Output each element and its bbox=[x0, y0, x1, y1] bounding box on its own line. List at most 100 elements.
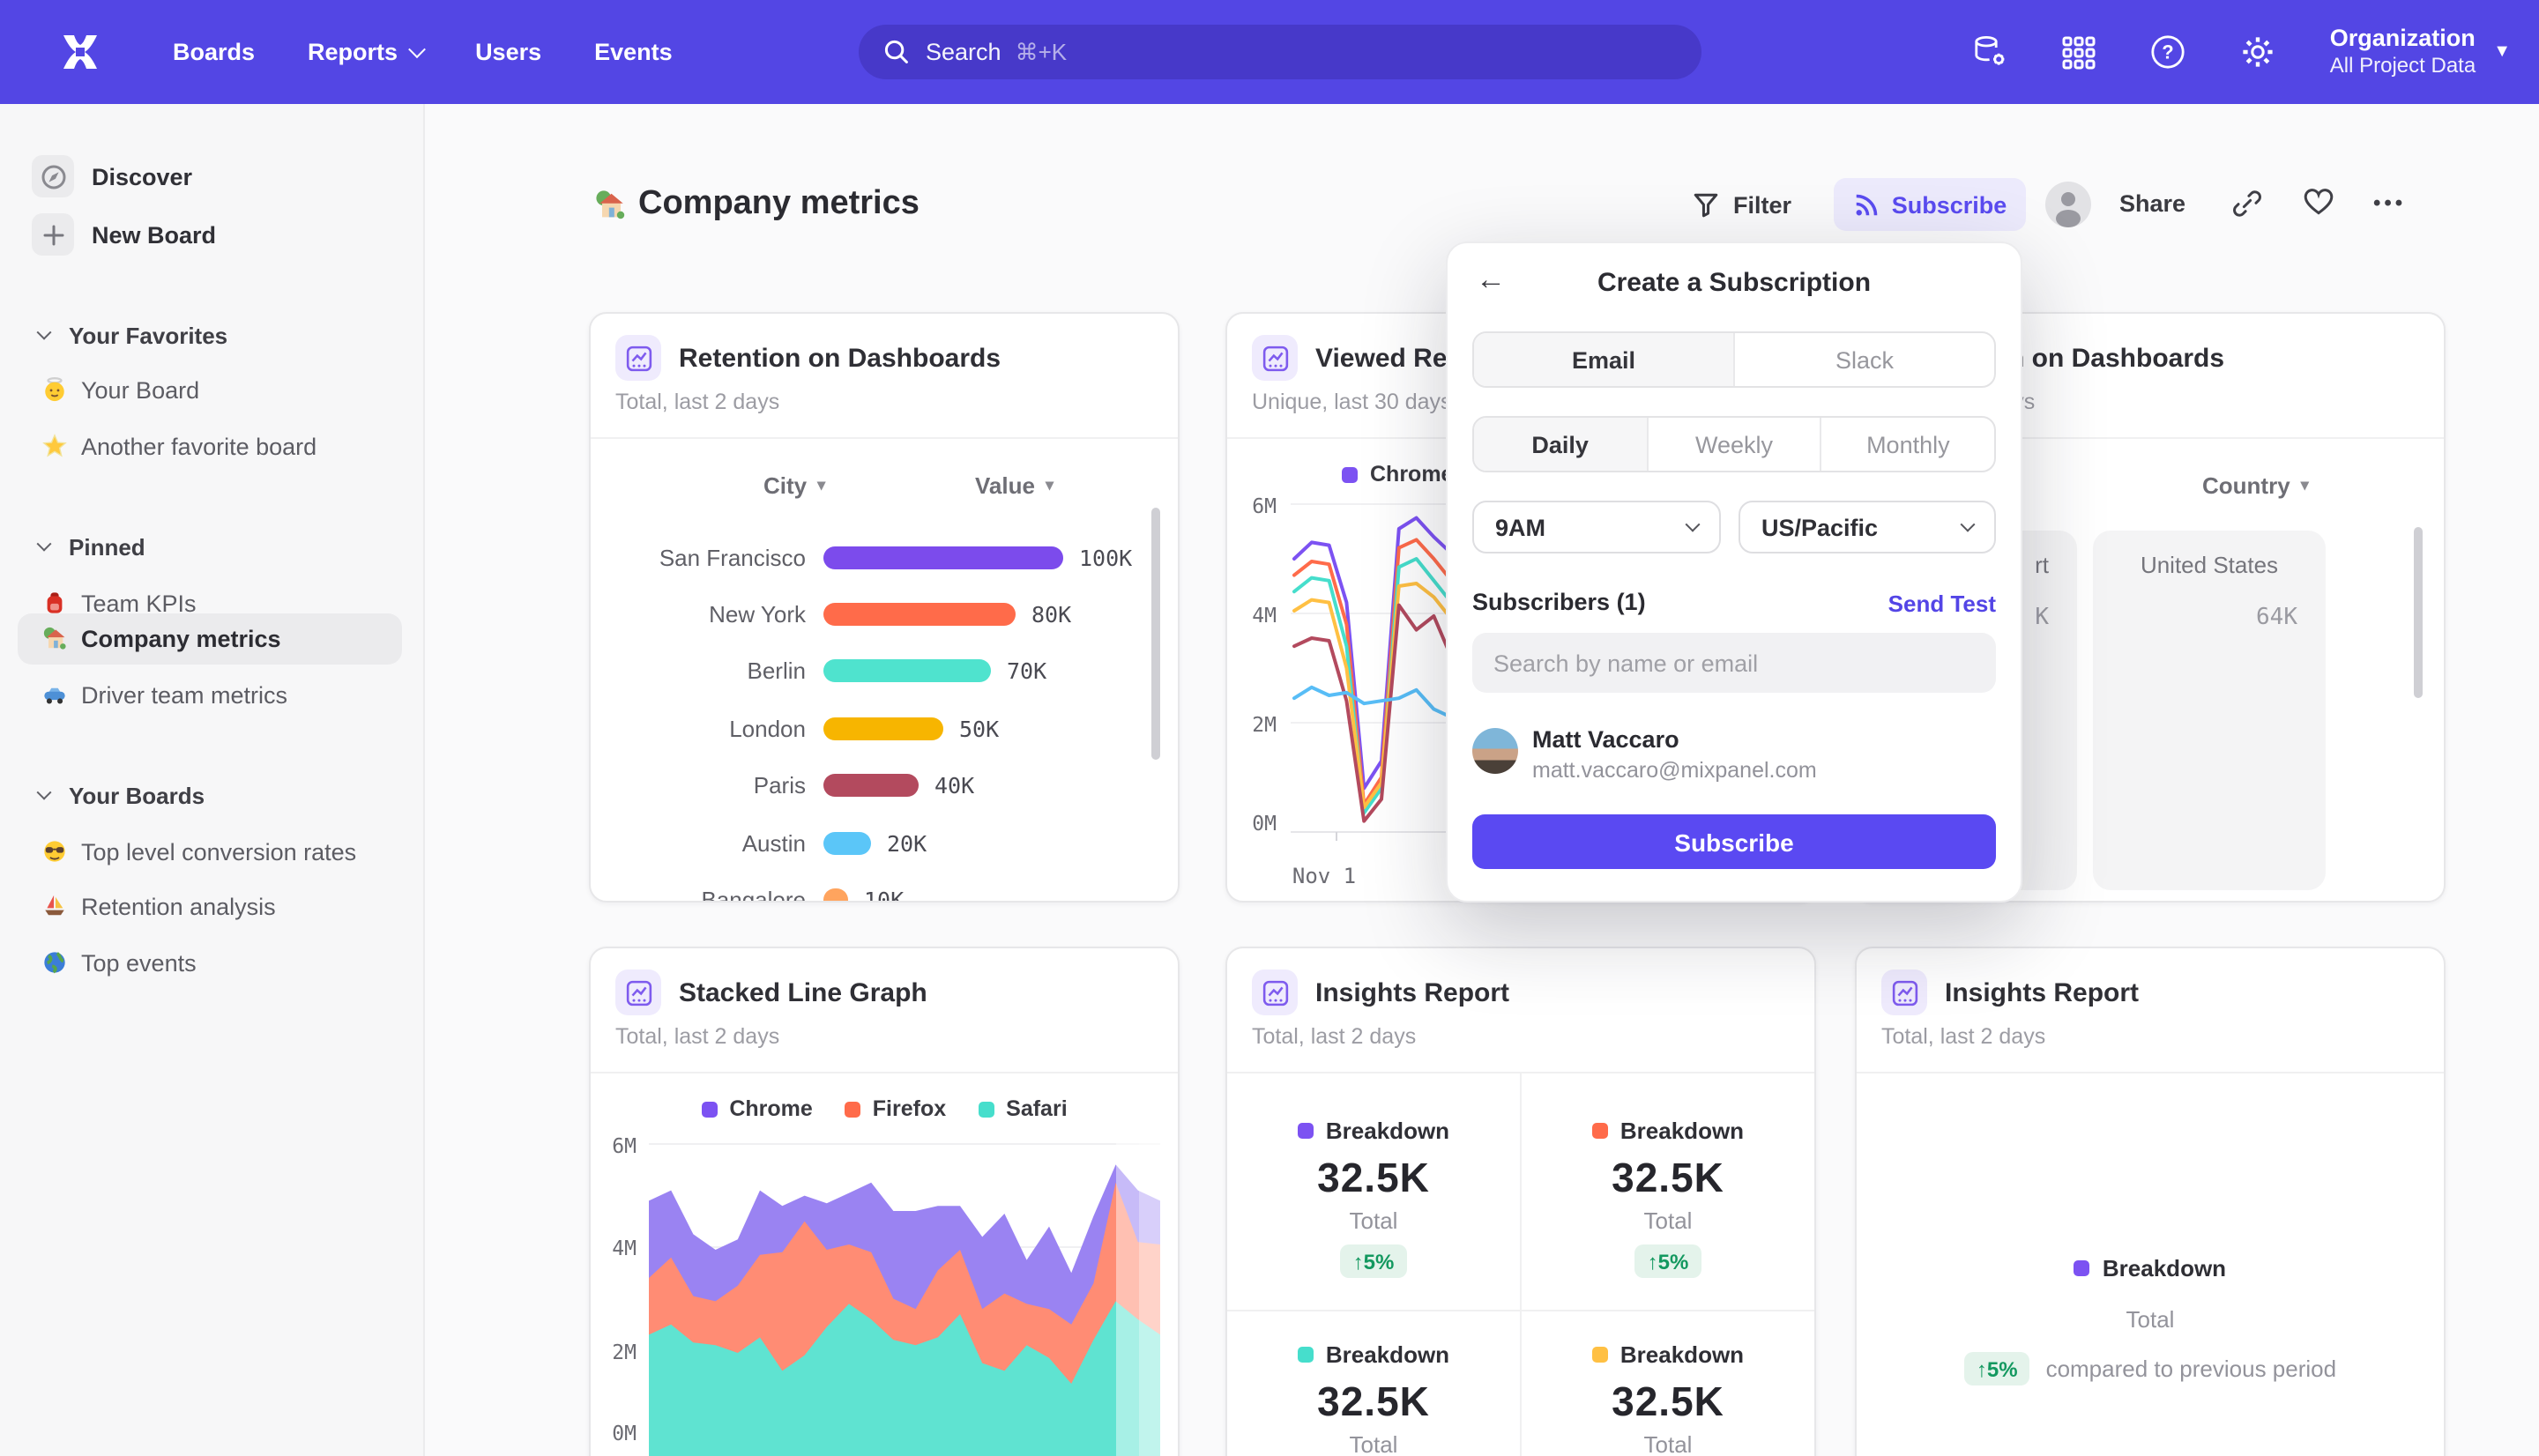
mixpanel-logo-icon[interactable] bbox=[56, 28, 104, 76]
timezone-select[interactable]: US/Pacific bbox=[1739, 501, 1996, 553]
search-icon bbox=[884, 40, 908, 63]
breakdown-box-united-states[interactable]: United States 64K bbox=[2093, 531, 2326, 890]
back-arrow-icon[interactable]: ← bbox=[1476, 263, 1506, 296]
nav-item-boards[interactable]: Boards bbox=[173, 39, 256, 65]
legend-swatch bbox=[978, 1101, 994, 1117]
legend-chrome[interactable]: Chrome bbox=[701, 1096, 813, 1121]
metric-label: Total bbox=[1643, 1207, 1693, 1234]
legend-chrome[interactable]: Chrome bbox=[1342, 462, 1453, 487]
nav-item-users[interactable]: Users bbox=[475, 39, 542, 65]
subscriber-name: Matt Vaccaro bbox=[1532, 726, 1679, 753]
card-subtitle: Total, last 2 days bbox=[615, 390, 780, 414]
scrollbar[interactable] bbox=[1151, 508, 1160, 760]
table-row[interactable]: London 50K bbox=[729, 715, 1000, 742]
sidebar-board-company-metrics[interactable]: Company metrics bbox=[0, 617, 423, 659]
apps-grid-icon[interactable] bbox=[2062, 34, 2097, 70]
nav-item-reports[interactable]: Reports bbox=[308, 39, 425, 65]
tab-weekly[interactable]: Weekly bbox=[1646, 418, 1820, 471]
y-axis-tick: 0M bbox=[612, 1421, 637, 1445]
chevron-down-icon bbox=[36, 536, 52, 552]
y-axis-tick: 2M bbox=[1252, 712, 1277, 737]
legend-swatch bbox=[1297, 1347, 1314, 1363]
sidebar-board-your-board[interactable]: Your Board bbox=[0, 368, 423, 411]
settings-gear-icon[interactable] bbox=[2240, 33, 2277, 71]
filter-funnel-icon bbox=[1694, 192, 1718, 217]
org-switcher[interactable]: Organization All Project Data ▼ bbox=[2330, 24, 2511, 80]
column-header-country[interactable]: Country ▾ bbox=[2202, 472, 2309, 499]
y-axis-tick: 2M bbox=[612, 1340, 637, 1364]
card-insights-grid: Insights Report Total, last 2 days Break… bbox=[1225, 947, 1816, 1456]
delta-badge: ↑5% bbox=[1963, 1352, 2030, 1385]
sidebar-board-team-kpis[interactable]: Team KPIs bbox=[0, 582, 423, 624]
data-management-icon[interactable] bbox=[1972, 33, 2009, 71]
value-bar bbox=[823, 717, 943, 740]
card-subtitle: Total, last 2 days bbox=[1881, 1024, 2046, 1049]
user-avatar[interactable] bbox=[2045, 182, 2091, 227]
tab-slack[interactable]: Slack bbox=[1733, 333, 1994, 386]
metric-single[interactable]: Breakdown Total ↑5% compared to previous… bbox=[1857, 1255, 2444, 1385]
metric-value: 32.5K bbox=[1317, 1155, 1430, 1200]
scrollbar[interactable] bbox=[2414, 527, 2423, 698]
tab-email[interactable]: Email bbox=[1474, 333, 1733, 386]
value-bar bbox=[823, 888, 848, 901]
copy-link-icon[interactable] bbox=[2232, 189, 2262, 219]
sidebar-board-retention-analysis[interactable]: Retention analysis bbox=[0, 885, 423, 927]
table-row[interactable]: San Francisco 100K bbox=[659, 544, 1133, 571]
sidebar-board-top-events[interactable]: Top events bbox=[0, 941, 423, 984]
send-test-link[interactable]: Send Test bbox=[1887, 591, 1996, 617]
more-options-button[interactable]: ••• bbox=[2373, 190, 2407, 215]
quadrant-divider-vertical bbox=[1520, 1073, 1522, 1456]
table-row[interactable]: Berlin 70K bbox=[747, 657, 1047, 685]
org-caret-icon: ▼ bbox=[2493, 42, 2511, 62]
sidebar-item-new-board[interactable]: New Board bbox=[0, 212, 423, 257]
sailboat-emoji-icon bbox=[45, 895, 64, 916]
sidebar-item-discover[interactable]: Discover bbox=[0, 153, 423, 199]
sidebar-board-top-level-conversion[interactable]: Top level conversion rates bbox=[0, 830, 423, 873]
metric-quadrant[interactable]: Breakdown 32.5K Total ↑5% bbox=[1227, 1118, 1520, 1278]
table-row[interactable]: Paris 40K bbox=[753, 772, 975, 799]
modal-subscribe-button[interactable]: Subscribe bbox=[1472, 814, 1996, 869]
sidebar-board-driver-team-metrics[interactable]: Driver team metrics bbox=[0, 673, 423, 716]
help-icon[interactable]: ? bbox=[2150, 33, 2187, 71]
legend-safari[interactable]: Safari bbox=[978, 1096, 1068, 1121]
x-axis-tick: Nov 1 bbox=[1292, 864, 1357, 888]
table-row[interactable]: Bangalore 10K bbox=[591, 872, 1178, 901]
filter-button[interactable]: Filter bbox=[1693, 189, 1791, 220]
card-subtitle: Unique, last 30 days bbox=[1252, 390, 1452, 414]
column-header-value[interactable]: Value ▾ bbox=[975, 472, 1054, 499]
subscribe-button[interactable]: Subscribe bbox=[1834, 178, 2026, 231]
legend-swatch bbox=[701, 1101, 718, 1117]
tab-monthly[interactable]: Monthly bbox=[1820, 418, 1994, 471]
section-your-boards[interactable]: Your Boards bbox=[0, 781, 423, 809]
column-header-city[interactable]: City ▾ bbox=[763, 472, 826, 499]
value-bar bbox=[823, 546, 1063, 569]
sidebar-board-another-favorite[interactable]: Another favorite board bbox=[0, 425, 423, 467]
metric-quadrant[interactable]: Breakdown 32.5K Total bbox=[1522, 1341, 1814, 1456]
card-subtitle: Total, last 2 days bbox=[615, 1024, 780, 1049]
chevron-down-icon bbox=[36, 324, 52, 340]
share-button[interactable]: Share bbox=[2119, 190, 2186, 217]
subscriber-search-input[interactable] bbox=[1472, 633, 1996, 693]
table-row[interactable]: New York 80K bbox=[709, 601, 1072, 628]
card-retention-table: Retention on Dashboards Total, last 2 da… bbox=[589, 312, 1180, 903]
favorite-heart-icon[interactable] bbox=[2303, 187, 2334, 217]
metric-quadrant[interactable]: Breakdown 32.5K Total bbox=[1227, 1341, 1520, 1456]
create-subscription-modal: ← Create a Subscription Email Slack Dail… bbox=[1446, 241, 2022, 903]
car-emoji-icon bbox=[44, 687, 65, 704]
time-select[interactable]: 9AM bbox=[1472, 501, 1721, 553]
tab-daily[interactable]: Daily bbox=[1474, 418, 1647, 471]
selected-board-highlight bbox=[18, 613, 402, 665]
metric-label: Total bbox=[1349, 1207, 1398, 1234]
value-bar bbox=[823, 659, 991, 683]
org-name: Organization bbox=[2329, 24, 2476, 51]
section-your-favorites[interactable]: Your Favorites bbox=[0, 321, 423, 349]
section-pinned[interactable]: Pinned bbox=[0, 532, 423, 561]
sidebar: Discover New Board Your Favorites Your B… bbox=[0, 104, 425, 1456]
backpack-emoji-icon bbox=[47, 592, 63, 613]
nav-item-events[interactable]: Events bbox=[594, 39, 673, 65]
metric-quadrant[interactable]: Breakdown 32.5K Total ↑5% bbox=[1522, 1118, 1814, 1278]
global-search-input[interactable]: Search ⌘+K bbox=[859, 25, 1701, 79]
table-row[interactable]: Austin 20K bbox=[741, 829, 927, 857]
legend-firefox[interactable]: Firefox bbox=[844, 1096, 946, 1121]
